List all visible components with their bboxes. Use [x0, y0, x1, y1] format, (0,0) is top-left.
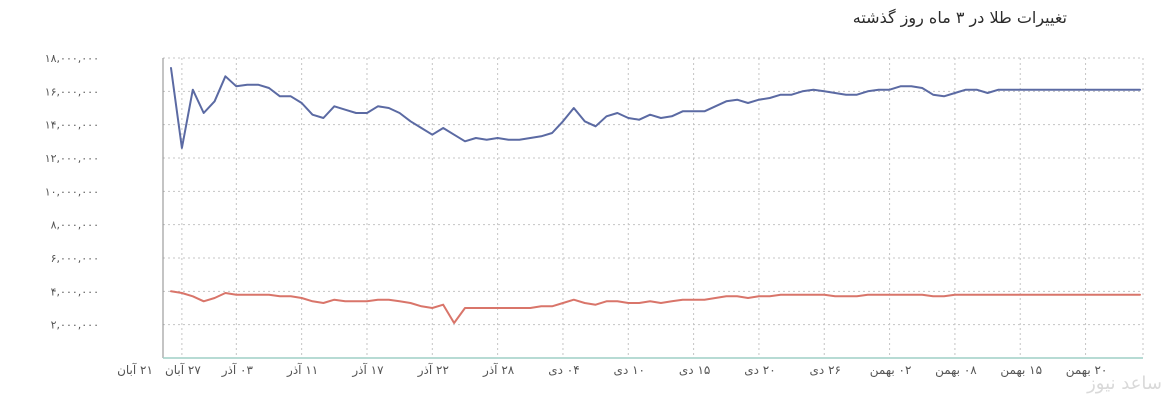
x-tick-label: ۰۳ آذر: [221, 362, 254, 378]
y-tick-label: ۸,۰۰۰,۰۰۰: [51, 219, 99, 232]
x-tick-label: ۲۲ آذر: [417, 362, 449, 378]
series-lines: [170, 67, 1141, 324]
y-tick-label: ۴,۰۰۰,۰۰۰: [51, 285, 99, 298]
x-tick-label: ۰۴ دی: [548, 363, 579, 377]
x-tick-labels: ۲۷ آبان ۰۳ آذر ۱۱ آذر ۱۷ آذر ۲۲ آذر ۲۸ آذر ۰۴ …: [117, 362, 1107, 378]
y-tick-label: ۱۸,۰۰۰,۰۰۰: [45, 52, 99, 65]
y-tick-label: ۱۲,۰۰۰,۰۰۰: [45, 152, 99, 165]
x-tick-label: ۱۵ بهمن: [1000, 363, 1042, 378]
watermark-logo: ساعد نیوز: [1087, 373, 1162, 394]
axes: [162, 58, 1143, 359]
x-tick-label: ۰۲ بهمن: [870, 363, 912, 378]
series-line-2: [170, 290, 1141, 324]
x-tick-label: ۲۸ آذر: [482, 362, 515, 378]
grid-lines: [163, 57, 1144, 358]
x-tick-label: ۱۱ آذر: [286, 362, 318, 378]
x-tick-label: ۲۶ دی: [810, 363, 841, 377]
x-tick-label: ۱۷ آذر: [351, 362, 384, 378]
x-tick-label: ۱۵ دی: [679, 363, 710, 377]
chart-title: تغییرات طلا در ۳ ماه روز گذشته: [852, 8, 1067, 27]
x-tick-label: ۲۷ آبان: [165, 362, 201, 377]
y-tick-label: ۱۶,۰۰۰,۰۰۰: [45, 85, 99, 98]
x-tick-label: ۰۸ بهمن: [935, 363, 977, 378]
y-tick-label: ۶,۰۰۰,۰۰۰: [51, 252, 99, 265]
x-tick-label: ۱۰ دی: [614, 363, 645, 377]
y-tick-label: ۱۴,۰۰۰,۰۰۰: [45, 119, 99, 132]
x-tick-label: ۲۰ دی: [744, 363, 775, 377]
y-tick-labels: ۲,۰۰۰,۰۰۰ ۴,۰۰۰,۰۰۰ ۶,۰۰۰,۰۰۰ ۸,۰۰۰,۰۰۰ ۱۰,۰…: [45, 52, 99, 332]
y-tick-label: ۲,۰۰۰,۰۰۰: [51, 319, 99, 332]
x-start-label: ۲۱ آبان: [117, 362, 153, 377]
series-line-1: [170, 67, 1141, 149]
x-tick-label: ۲۰ بهمن: [1066, 363, 1108, 378]
y-tick-label: ۱۰,۰۰۰,۰۰۰: [45, 185, 99, 198]
